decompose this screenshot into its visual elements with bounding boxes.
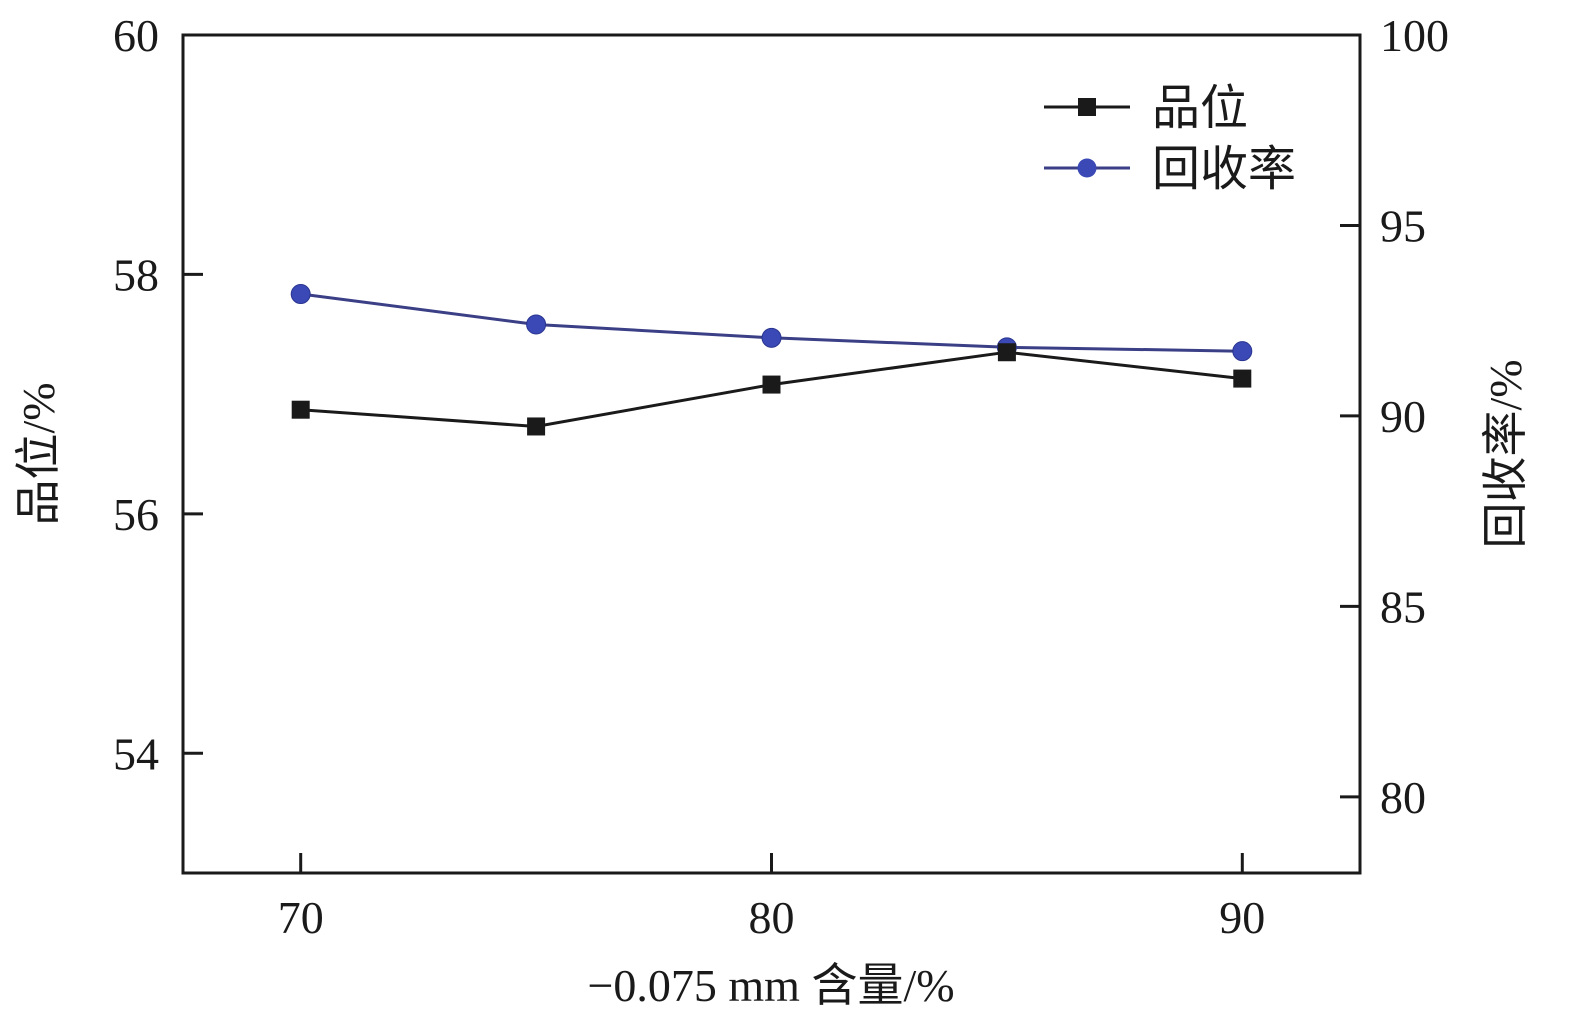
y-left-tick-label-2: 58 <box>113 249 159 300</box>
x-tick-label-2: 90 <box>1219 892 1265 943</box>
series-0-point-1 <box>527 417 546 436</box>
legend-label-1: 回收率 <box>1152 143 1296 196</box>
x-axis-title: −0.075 mm 含量/% <box>587 960 954 1011</box>
series-1-point-0 <box>290 284 311 305</box>
series-0-point-4 <box>1233 369 1252 388</box>
legend-marker-0 <box>1078 98 1096 116</box>
series-0-point-0 <box>291 400 310 419</box>
series-layer <box>290 284 1253 436</box>
series-0-point-2 <box>762 375 781 394</box>
y-left-tick-label-1: 56 <box>113 489 159 540</box>
legend-item-1: 回收率 <box>1044 143 1296 196</box>
y-right-tick-label-2: 90 <box>1380 391 1426 442</box>
series-0 <box>291 343 1252 436</box>
series-0-point-3 <box>997 343 1016 362</box>
y-right-tick-label-1: 85 <box>1380 581 1426 632</box>
series-1 <box>290 284 1253 362</box>
series-1-point-2 <box>761 327 782 348</box>
legend-label-0: 品位 <box>1152 82 1248 135</box>
series-1-point-4 <box>1232 341 1253 362</box>
ticks-layer: 70 80 90 54 56 58 60 80 85 90 95 100 <box>113 10 1449 943</box>
y-left-tick-label-3: 60 <box>113 10 159 61</box>
y-axis-right-title: 回收率/% <box>1480 359 1531 548</box>
y-left-tick-label-0: 54 <box>113 728 159 779</box>
y-right-tick-label-3: 95 <box>1380 200 1426 251</box>
legend-item-0: 品位 <box>1044 82 1248 135</box>
y-right-tick-label-4: 100 <box>1380 10 1449 61</box>
x-tick-label-1: 80 <box>749 892 795 943</box>
x-tick-label-0: 70 <box>278 892 324 943</box>
series-1-point-1 <box>526 314 547 335</box>
legend-marker-1 <box>1077 158 1097 178</box>
y-right-tick-label-0: 80 <box>1380 772 1426 823</box>
y-axis-left-title: 品位/% <box>13 382 64 525</box>
